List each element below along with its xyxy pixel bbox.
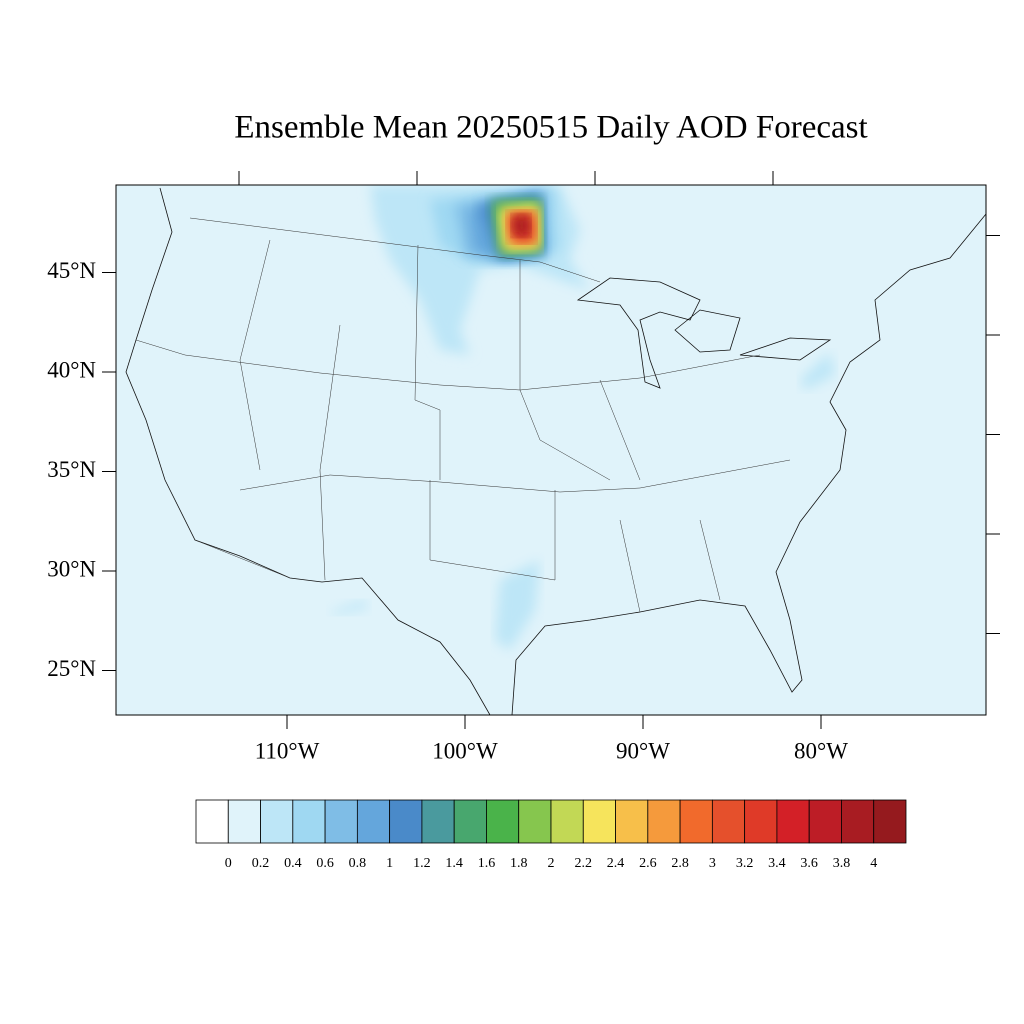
colorbar-label: 3 (709, 856, 716, 871)
colorbar-label: 3.2 (736, 856, 754, 871)
colorbar-box (808, 799, 842, 844)
colorbar-box (260, 799, 294, 844)
coastline (125, 187, 986, 715)
aod-contour (495, 560, 540, 650)
state-lines (135, 217, 791, 613)
colorbar-box (582, 799, 616, 844)
colorbar-box (486, 799, 520, 844)
colorbar-label: 2.4 (607, 856, 625, 871)
chart-title: Ensemble Mean 20250515 Daily AOD Forecas… (234, 110, 867, 146)
lat-tick-label: 45°N (47, 258, 96, 283)
colorbar-box (711, 799, 746, 844)
great-lakes (576, 277, 832, 389)
colorbar-label: 0.4 (284, 856, 302, 871)
colorbar-label: 3.8 (833, 856, 851, 871)
colorbar-label: 3.4 (768, 856, 786, 871)
colorbar-label: 0.6 (316, 856, 334, 871)
aod-contour (800, 352, 835, 390)
lon-tick-label: 100°W (432, 738, 498, 763)
lon-tick-label: 80°W (794, 738, 848, 763)
colorbar-box (389, 799, 423, 844)
colorbar-box (324, 799, 358, 844)
colorbar-box (453, 799, 487, 844)
lat-tick-label: 35°N (47, 457, 96, 482)
colorbar: 0 0.2 0.4 0.6 0.8 1 1.2 1.4 1.6 1.8 2 2.2 2.4 2.6 2.8 3… (195, 799, 907, 871)
colorbar-box (744, 799, 778, 844)
colorbar-label: 1.2 (413, 856, 431, 871)
colorbar-label: 1.8 (510, 856, 528, 871)
colorbar-box (679, 799, 713, 844)
colorbar-label: 1.4 (445, 856, 463, 871)
colorbar-label: 0 (225, 856, 232, 871)
colorbar-label: 2 (548, 856, 555, 871)
aod-field (116, 185, 986, 715)
colorbar-box (292, 799, 326, 844)
colorbar-box (873, 799, 907, 844)
coastlines (125, 187, 986, 715)
colorbar-box (195, 799, 229, 844)
colorbar-label: 1.6 (478, 856, 496, 871)
lon-tick-label: 90°W (616, 738, 670, 763)
lat-tick-label: 25°N (47, 656, 96, 681)
colorbar-box (356, 799, 391, 844)
colorbar-box (550, 799, 584, 844)
colorbar-label: 2.6 (639, 856, 657, 871)
colorbar-label: 2.8 (671, 856, 689, 871)
lat-tick-label: 40°N (47, 357, 96, 382)
colorbar-label: 0.8 (349, 856, 367, 871)
lat-tick-label: 30°N (47, 556, 96, 581)
colorbar-box (227, 799, 261, 844)
map-frame (115, 184, 987, 716)
colorbar-box (776, 799, 810, 844)
colorbar-label: 1 (386, 856, 393, 871)
colorbar-box (518, 799, 552, 844)
colorbar-box (615, 799, 649, 844)
aod-contour (512, 215, 530, 236)
colorbar-label: 4 (870, 856, 877, 871)
colorbar-label: 3.6 (800, 856, 818, 871)
colorbar-box (421, 799, 455, 844)
colorbar-box (841, 799, 875, 844)
colorbar-box (647, 799, 681, 844)
colorbar-label: 0.2 (252, 856, 270, 871)
colorbar-label: 2.2 (575, 856, 593, 871)
lon-tick-label: 110°W (255, 738, 320, 763)
aod-contour (330, 600, 368, 615)
